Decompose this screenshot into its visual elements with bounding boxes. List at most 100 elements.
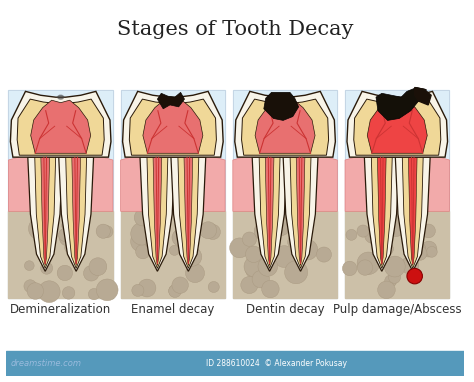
Circle shape xyxy=(185,264,204,283)
Circle shape xyxy=(408,241,426,259)
Circle shape xyxy=(284,261,308,284)
Text: Enamel decay: Enamel decay xyxy=(131,303,215,316)
Circle shape xyxy=(378,281,395,299)
Circle shape xyxy=(32,228,42,238)
Circle shape xyxy=(63,286,75,299)
Circle shape xyxy=(405,238,424,257)
Polygon shape xyxy=(147,157,168,269)
Ellipse shape xyxy=(58,95,64,99)
Circle shape xyxy=(96,279,118,301)
Bar xyxy=(9,91,113,298)
Polygon shape xyxy=(252,157,287,271)
Circle shape xyxy=(262,280,279,298)
Circle shape xyxy=(357,252,380,275)
Circle shape xyxy=(421,224,436,238)
Circle shape xyxy=(186,220,198,231)
Polygon shape xyxy=(9,149,113,211)
Circle shape xyxy=(24,280,36,293)
Bar xyxy=(345,91,449,298)
Circle shape xyxy=(134,209,151,226)
Circle shape xyxy=(262,248,275,261)
Polygon shape xyxy=(395,157,430,271)
Bar xyxy=(9,211,113,298)
Circle shape xyxy=(200,222,217,239)
Circle shape xyxy=(316,247,331,262)
Circle shape xyxy=(246,246,262,262)
Bar xyxy=(345,211,449,298)
Circle shape xyxy=(273,246,295,267)
Circle shape xyxy=(421,241,437,257)
Circle shape xyxy=(427,246,437,257)
Circle shape xyxy=(41,262,53,274)
Circle shape xyxy=(346,229,357,240)
Polygon shape xyxy=(121,149,225,211)
Circle shape xyxy=(172,277,188,293)
Polygon shape xyxy=(41,157,50,265)
Circle shape xyxy=(89,258,107,275)
Circle shape xyxy=(101,226,113,238)
Circle shape xyxy=(172,229,189,246)
Circle shape xyxy=(136,244,150,259)
Polygon shape xyxy=(264,92,299,120)
Polygon shape xyxy=(365,157,399,271)
Circle shape xyxy=(276,211,297,233)
Circle shape xyxy=(131,222,154,245)
Text: Dentin decay: Dentin decay xyxy=(246,303,324,316)
Bar xyxy=(233,91,337,298)
Polygon shape xyxy=(171,157,206,271)
Bar xyxy=(233,211,337,298)
Circle shape xyxy=(64,242,76,253)
Circle shape xyxy=(265,214,286,234)
Circle shape xyxy=(357,225,369,237)
Circle shape xyxy=(384,256,405,277)
Text: dreamstime.com: dreamstime.com xyxy=(11,359,82,367)
Circle shape xyxy=(271,217,291,236)
Polygon shape xyxy=(377,157,386,265)
Polygon shape xyxy=(296,157,305,265)
Circle shape xyxy=(88,288,100,300)
Bar xyxy=(121,211,225,298)
Circle shape xyxy=(62,219,74,232)
Polygon shape xyxy=(184,157,193,265)
Polygon shape xyxy=(415,87,431,105)
Polygon shape xyxy=(129,99,217,155)
Circle shape xyxy=(169,285,181,296)
Circle shape xyxy=(96,224,110,238)
Polygon shape xyxy=(409,157,417,265)
Circle shape xyxy=(342,261,357,276)
Circle shape xyxy=(301,215,312,226)
Circle shape xyxy=(386,217,406,236)
Circle shape xyxy=(254,222,272,240)
Polygon shape xyxy=(345,149,449,211)
Circle shape xyxy=(252,270,270,288)
Circle shape xyxy=(205,224,220,240)
Polygon shape xyxy=(66,157,87,269)
Polygon shape xyxy=(402,157,423,269)
Polygon shape xyxy=(354,99,441,155)
Circle shape xyxy=(385,275,397,287)
Bar xyxy=(6,351,464,376)
Polygon shape xyxy=(265,157,274,265)
Polygon shape xyxy=(347,91,447,157)
Circle shape xyxy=(413,246,427,261)
Polygon shape xyxy=(255,100,315,153)
Circle shape xyxy=(152,214,166,228)
Bar xyxy=(233,91,337,298)
Polygon shape xyxy=(10,91,111,157)
Polygon shape xyxy=(178,157,199,269)
Circle shape xyxy=(145,236,157,248)
Polygon shape xyxy=(371,157,392,269)
Circle shape xyxy=(365,227,382,243)
Circle shape xyxy=(57,265,73,281)
Circle shape xyxy=(138,279,156,297)
Circle shape xyxy=(25,261,34,270)
Circle shape xyxy=(244,256,264,277)
Polygon shape xyxy=(235,91,336,157)
Circle shape xyxy=(241,277,258,294)
Text: Stages of Tooth Decay: Stages of Tooth Decay xyxy=(117,20,353,39)
Polygon shape xyxy=(59,157,93,271)
Circle shape xyxy=(83,265,99,281)
Circle shape xyxy=(401,257,419,274)
Circle shape xyxy=(382,243,393,254)
Circle shape xyxy=(169,245,180,255)
